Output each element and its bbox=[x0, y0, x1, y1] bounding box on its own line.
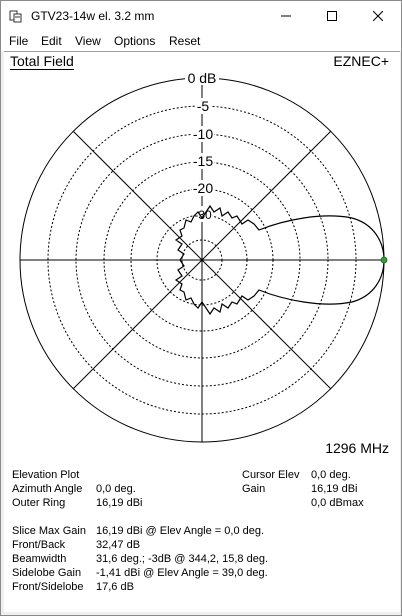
gain-relative-value: 0,0 dBmax bbox=[311, 497, 364, 509]
front-sidelobe-label: Front/Sidelobe bbox=[12, 581, 84, 593]
app-icon bbox=[9, 10, 22, 23]
azimuth-angle-value: 0,0 deg. bbox=[96, 483, 136, 495]
minimize-icon bbox=[281, 15, 291, 17]
minimize-button[interactable] bbox=[263, 1, 309, 31]
polar-grid bbox=[19, 77, 385, 443]
sidelobe-gain-label: Sidelobe Gain bbox=[12, 567, 82, 579]
plot-type: Elevation Plot bbox=[12, 469, 80, 481]
window-title: GTV23-14w el. 3.2 mm bbox=[31, 9, 155, 23]
slice-max-gain-label: Slice Max Gain bbox=[12, 525, 86, 537]
close-button[interactable] bbox=[355, 1, 401, 31]
ring-label-10db: -10 bbox=[193, 126, 213, 142]
info-panel: Elevation Plot Azimuth Angle 0,0 deg. Ou… bbox=[4, 464, 400, 612]
menu-file[interactable]: File bbox=[9, 34, 29, 48]
outer-ring-label: Outer Ring bbox=[12, 497, 66, 509]
menu-edit[interactable]: Edit bbox=[41, 34, 62, 48]
maximize-button[interactable] bbox=[309, 1, 355, 31]
ring-label-15db: -15 bbox=[193, 153, 213, 169]
ring-label-20db: -20 bbox=[193, 180, 213, 196]
ring-label-5db: -5 bbox=[197, 98, 210, 114]
cursor-elev-value: 0,0 deg. bbox=[311, 469, 351, 481]
axis-diagonal-2 bbox=[72, 130, 332, 390]
front-back-label: Front/Back bbox=[12, 539, 66, 551]
menu-reset[interactable]: Reset bbox=[169, 34, 201, 48]
beamwidth-value: 31,6 deg.; -3dB @ 344,2, 15,8 deg. bbox=[96, 553, 269, 565]
brand-label: EZNEC+ bbox=[333, 53, 389, 69]
ring-labels: 0 dB -5 -10 -15 -20 -30 bbox=[185, 69, 219, 222]
gain-value: 16,19 dBi bbox=[311, 483, 358, 495]
menu-options[interactable]: Options bbox=[114, 34, 156, 48]
panel-title: Total Field bbox=[10, 53, 74, 70]
menu-bar: File Edit View Options Reset bbox=[1, 31, 401, 51]
ring-label-30db: -30 bbox=[194, 208, 212, 222]
azimuth-angle-label: Azimuth Angle bbox=[12, 483, 83, 495]
maximize-icon bbox=[327, 11, 337, 21]
front-back-value: 32,47 dB bbox=[96, 539, 141, 551]
beamwidth-label: Beamwidth bbox=[12, 553, 67, 565]
title-bar[interactable]: GTV23-14w el. 3.2 mm bbox=[1, 1, 401, 31]
slice-max-gain-value: 16,19 dBi @ Elev Angle = 0,0 deg. bbox=[96, 525, 265, 537]
frequency-label: 1296 MHz bbox=[325, 440, 389, 456]
plot-area[interactable]: 0 dB -5 -10 -15 -20 -30 Total Field EZNE… bbox=[4, 51, 400, 465]
polar-plot[interactable]: 0 dB -5 -10 -15 -20 -30 bbox=[4, 52, 400, 464]
cursor-marker[interactable] bbox=[380, 256, 388, 264]
front-sidelobe-value: 17,6 dB bbox=[96, 581, 134, 593]
gain-label: Gain bbox=[242, 483, 266, 495]
ring-label-0db: 0 dB bbox=[188, 70, 217, 86]
outer-ring-value: 16,19 dBi bbox=[96, 497, 143, 509]
sidelobe-gain-value: -1,41 dBi @ Elev Angle = 39,0 deg. bbox=[96, 567, 268, 579]
menu-view[interactable]: View bbox=[75, 34, 101, 48]
cursor-elev-label: Cursor Elev bbox=[242, 469, 300, 481]
radiation-pattern bbox=[174, 204, 385, 316]
close-icon bbox=[373, 11, 383, 21]
